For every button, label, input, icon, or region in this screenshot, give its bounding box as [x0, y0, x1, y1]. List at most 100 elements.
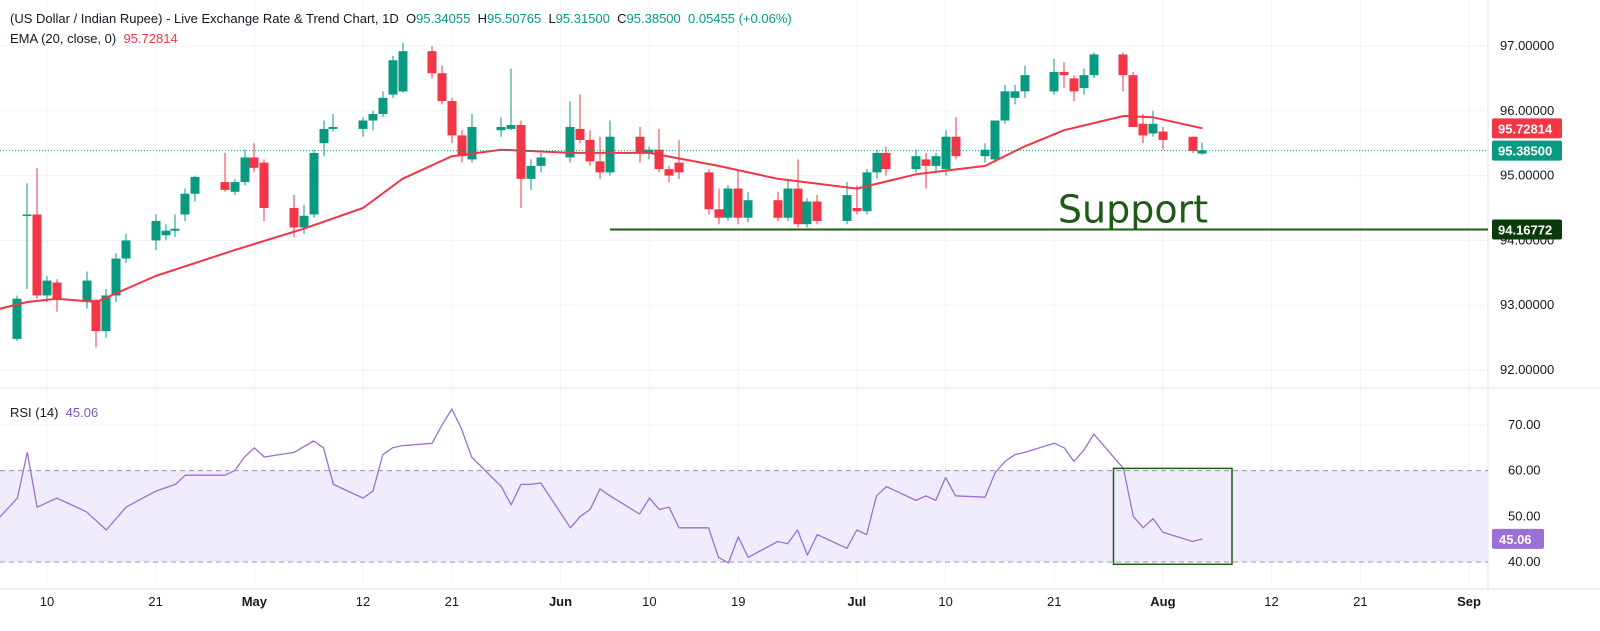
candle[interactable]: [309, 149, 319, 218]
candle[interactable]: [180, 188, 190, 221]
candle[interactable]: [733, 169, 743, 225]
candle[interactable]: [1118, 52, 1128, 92]
rsi-line[interactable]: [0, 408, 1203, 564]
candle[interactable]: [743, 191, 753, 223]
candle[interactable]: [941, 130, 951, 176]
candle[interactable]: [802, 198, 812, 228]
candle[interactable]: [427, 46, 437, 79]
candle[interactable]: [911, 149, 921, 173]
rsi-value-tag-text: 45.06: [1499, 532, 1532, 547]
rsi-value-tag: 45.06: [1492, 528, 1544, 549]
candle[interactable]: [437, 65, 447, 105]
low-label: L: [548, 11, 556, 26]
rsi-tick-label: 40.00: [1508, 554, 1541, 569]
candle[interactable]: [398, 42, 408, 93]
candle[interactable]: [82, 271, 92, 309]
candle[interactable]: [1069, 75, 1079, 102]
candle[interactable]: [783, 178, 793, 221]
candle[interactable]: [457, 130, 467, 163]
candle[interactable]: [368, 110, 378, 131]
candle[interactable]: [249, 143, 259, 173]
candle[interactable]: [52, 279, 62, 312]
candle[interactable]: [951, 117, 961, 160]
candle[interactable]: [230, 178, 240, 196]
candle[interactable]: [1138, 114, 1148, 144]
candle[interactable]: [842, 182, 852, 225]
candle[interactable]: [91, 298, 101, 348]
candle[interactable]: [161, 224, 171, 241]
candle-body: [1128, 75, 1138, 127]
candle[interactable]: [881, 146, 891, 176]
candle[interactable]: [1010, 84, 1020, 105]
candle[interactable]: [536, 152, 546, 173]
candle[interactable]: [1128, 71, 1138, 127]
candle[interactable]: [151, 214, 161, 251]
candle[interactable]: [575, 94, 585, 144]
candle[interactable]: [32, 167, 42, 299]
candle[interactable]: [1188, 136, 1198, 153]
candle[interactable]: [447, 97, 457, 144]
ema-line[interactable]: [0, 115, 1203, 312]
candle[interactable]: [723, 185, 733, 221]
candle[interactable]: [1148, 110, 1158, 137]
candle[interactable]: [793, 159, 803, 228]
candle[interactable]: [516, 120, 526, 208]
candle[interactable]: [121, 233, 131, 264]
candle[interactable]: [1079, 68, 1089, 95]
candle[interactable]: [980, 143, 990, 163]
rsi-legend: RSI (14) 45.06: [10, 405, 98, 420]
candle[interactable]: [1000, 84, 1010, 124]
candle[interactable]: [1158, 127, 1168, 150]
candle[interactable]: [170, 214, 180, 238]
candle[interactable]: [1049, 58, 1059, 95]
candle[interactable]: [42, 276, 52, 302]
candle[interactable]: [921, 152, 931, 189]
candle[interactable]: [773, 191, 783, 221]
candle[interactable]: [635, 127, 645, 163]
candle-body: [921, 159, 931, 166]
candle[interactable]: [12, 295, 22, 341]
candle[interactable]: [1059, 62, 1069, 89]
rsi-highlight-box[interactable]: [1112, 467, 1233, 566]
candle[interactable]: [704, 169, 714, 215]
candle[interactable]: [654, 128, 664, 173]
candle[interactable]: [1020, 65, 1030, 98]
rsi-tick-label: 60.00: [1508, 463, 1541, 478]
candle[interactable]: [526, 159, 536, 190]
candle[interactable]: [595, 136, 605, 179]
candle[interactable]: [812, 195, 822, 225]
candle[interactable]: [190, 175, 200, 202]
candle-body: [733, 188, 743, 218]
candle[interactable]: [22, 183, 32, 289]
candle[interactable]: [506, 68, 516, 131]
candle-body: [575, 128, 585, 140]
candle[interactable]: [605, 120, 615, 176]
candle-body: [1158, 131, 1168, 140]
candle[interactable]: [240, 149, 250, 186]
candle[interactable]: [585, 130, 595, 166]
candle-body: [565, 127, 575, 158]
time-tick-label: 12: [356, 594, 370, 609]
symbol-title: (US Dollar / Indian Rupee) - Live Exchan…: [10, 11, 399, 26]
time-tick-label: Jul: [847, 594, 866, 609]
candle[interactable]: [259, 159, 269, 221]
candles[interactable]: [0, 42, 1207, 354]
candle[interactable]: [714, 188, 724, 225]
candle[interactable]: [388, 55, 398, 98]
candle[interactable]: [931, 152, 941, 173]
candle[interactable]: [872, 149, 882, 179]
candle[interactable]: [467, 114, 477, 163]
candle[interactable]: [220, 152, 230, 192]
candle[interactable]: [358, 117, 368, 137]
candle[interactable]: [1089, 52, 1099, 79]
candle[interactable]: [378, 91, 388, 118]
candle[interactable]: [990, 120, 1000, 163]
candle[interactable]: [496, 117, 506, 137]
candle[interactable]: [289, 195, 299, 238]
candle[interactable]: [328, 114, 338, 132]
candle[interactable]: [664, 165, 674, 183]
candle[interactable]: [852, 185, 862, 215]
candle[interactable]: [1197, 142, 1207, 155]
candle[interactable]: [862, 169, 872, 215]
